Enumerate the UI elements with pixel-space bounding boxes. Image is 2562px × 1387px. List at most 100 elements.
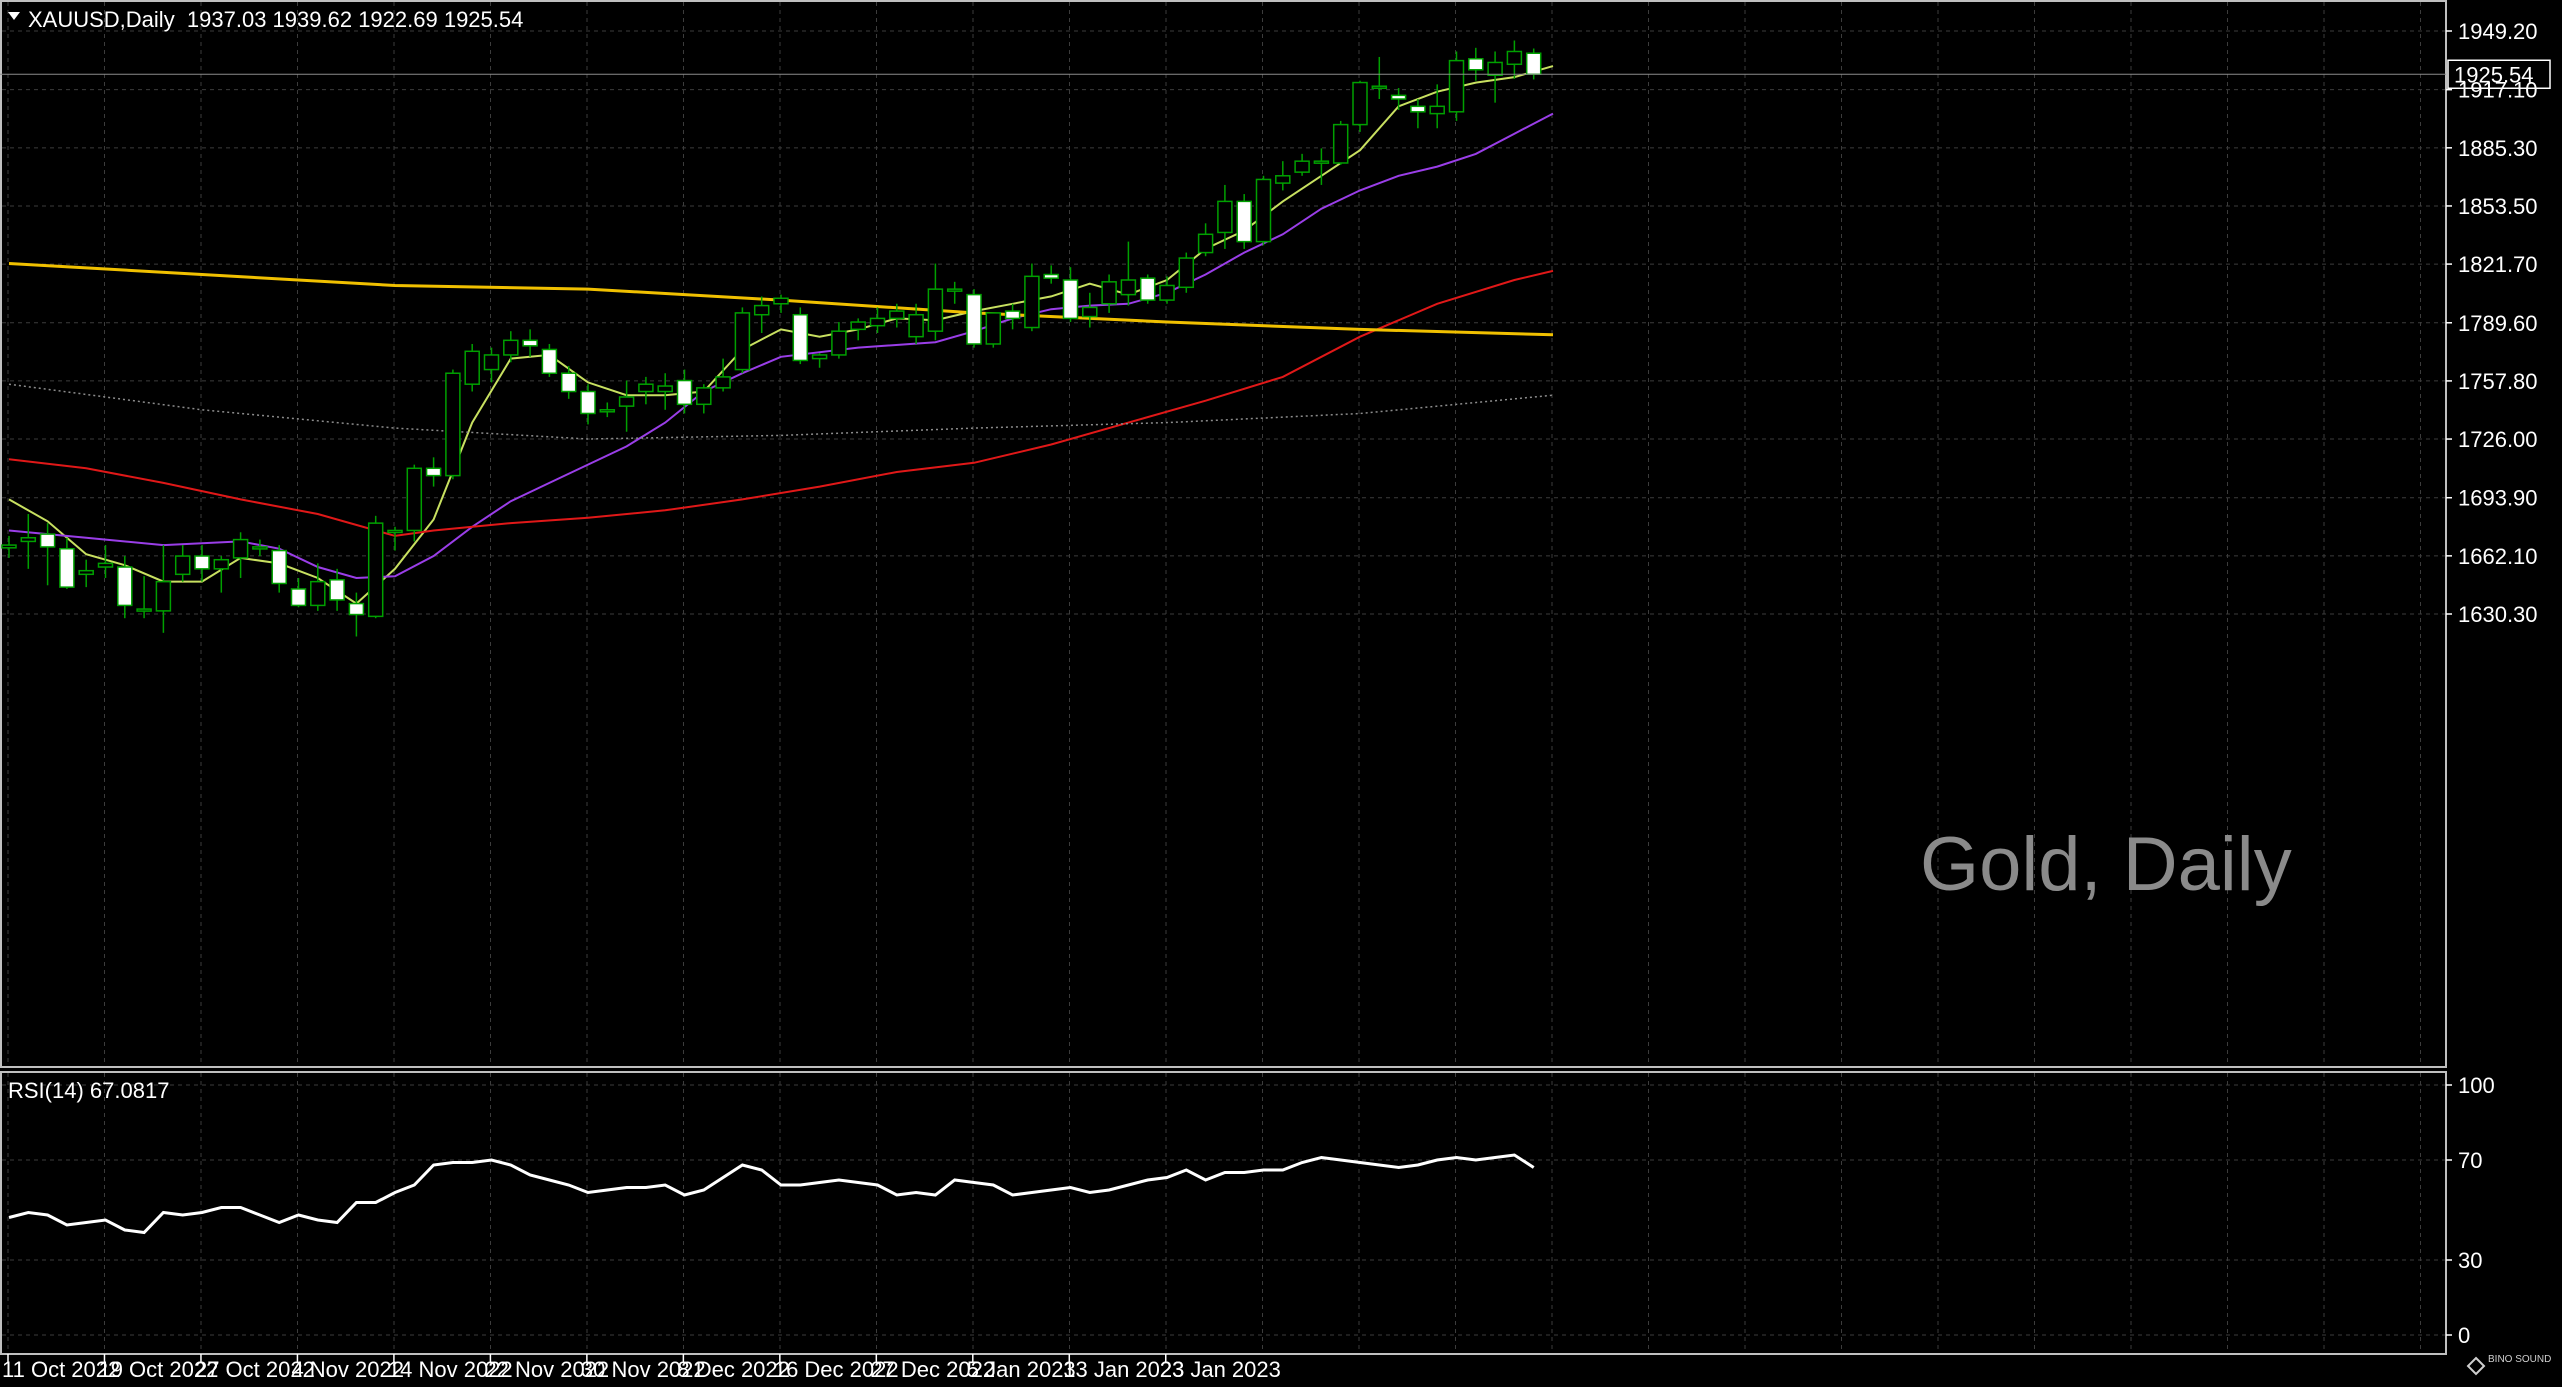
candle-body bbox=[1275, 175, 1291, 184]
candle-body bbox=[831, 330, 847, 356]
candle-body bbox=[155, 580, 172, 612]
candle-body bbox=[232, 538, 249, 559]
candle-body bbox=[271, 549, 287, 585]
candle-body bbox=[734, 312, 751, 371]
candle-body bbox=[1468, 58, 1484, 71]
candle-body bbox=[1448, 59, 1465, 113]
candle-body bbox=[927, 288, 944, 332]
candle-body bbox=[1332, 123, 1349, 164]
candle-body bbox=[1024, 275, 1040, 329]
x-tick-label: 22 Nov 2022 bbox=[484, 1357, 609, 1382]
last-price-box bbox=[2447, 59, 2551, 90]
candle-body bbox=[174, 555, 191, 576]
y-tick-label: 1789.60 bbox=[2458, 311, 2538, 336]
y-tick-label: 1757.80 bbox=[2458, 369, 2538, 394]
candle-body bbox=[522, 339, 538, 347]
candle-body bbox=[946, 288, 963, 292]
x-tick-label: 27 Dec 2022 bbox=[870, 1357, 995, 1382]
candle-body bbox=[908, 313, 924, 338]
candle-body bbox=[387, 529, 403, 534]
y-tick-label: 1693.90 bbox=[2458, 486, 2538, 511]
candle-body bbox=[503, 339, 519, 356]
price-axis: 1949.20 1917.10 1885.30 1853.50 1821.70 1789.… bbox=[2446, 19, 2538, 627]
candle-body bbox=[1313, 160, 1330, 164]
candle-body bbox=[117, 566, 133, 607]
candle-body bbox=[618, 396, 635, 407]
candle-body bbox=[1217, 200, 1233, 234]
x-tick-label: 14 Nov 2022 bbox=[388, 1357, 513, 1382]
y-tick-label: 1853.50 bbox=[2458, 194, 2538, 219]
candle-body bbox=[1082, 306, 1098, 318]
candle-body bbox=[811, 354, 828, 360]
brand-logo-text: BINO SOUND bbox=[2488, 1354, 2551, 1365]
candle-body bbox=[1, 544, 17, 549]
x-tick-label: 4 Nov 2022 bbox=[291, 1357, 404, 1382]
candle-body bbox=[966, 293, 982, 345]
candle-body bbox=[1004, 310, 1021, 320]
symbol-header: XAUUSD,Daily 1937.03 1939.62 1922.69 192… bbox=[28, 7, 523, 32]
y-tick-label: 1662.10 bbox=[2458, 544, 2538, 569]
candle-body bbox=[1410, 105, 1426, 113]
rsi-tick-label: 30 bbox=[2458, 1248, 2482, 1273]
candle-body bbox=[753, 304, 770, 316]
ma-line-ma_slow bbox=[8, 269, 1554, 537]
candle-body bbox=[1236, 200, 1252, 243]
candles bbox=[1, 40, 1542, 637]
candle-body bbox=[348, 602, 365, 616]
price-grid bbox=[2, 2, 2446, 1066]
candle-body bbox=[252, 546, 268, 550]
ma-line-ma_mid bbox=[8, 112, 1554, 580]
candle-body bbox=[850, 321, 866, 331]
rsi-series bbox=[8, 1153, 1535, 1235]
candle-body bbox=[1197, 233, 1214, 254]
candle-body bbox=[59, 547, 75, 588]
y-tick-label: 1726.00 bbox=[2458, 427, 2538, 452]
candle-body bbox=[425, 467, 442, 477]
candle-body bbox=[792, 313, 809, 362]
x-tick-label: 11 Oct 2022 bbox=[2, 1357, 120, 1382]
candle-body bbox=[676, 379, 693, 406]
y-tick-label: 1917.10 bbox=[2458, 78, 2538, 103]
x-tick-label: 23 Jan 2023 bbox=[1160, 1357, 1281, 1382]
candle-body bbox=[483, 354, 500, 371]
candle-body bbox=[194, 555, 210, 570]
candle-body bbox=[1159, 284, 1175, 301]
y-tick-label: 1885.30 bbox=[2458, 136, 2538, 161]
candle-body bbox=[1139, 277, 1156, 301]
last-price-label: 1925.54 bbox=[2454, 62, 2534, 87]
price-pane-frame bbox=[0, 0, 2447, 1068]
x-tick-label: 13 Jan 2023 bbox=[1063, 1357, 1184, 1382]
candle-body bbox=[715, 376, 731, 389]
x-tick-label: 30 Nov 2022 bbox=[581, 1357, 706, 1382]
candle-body bbox=[657, 385, 673, 393]
rsi-axis: 100 70 30 0 bbox=[2446, 1073, 2495, 1348]
rsi-line bbox=[8, 1153, 1535, 1235]
x-tick-label: 16 Dec 2022 bbox=[774, 1357, 899, 1382]
candle-body bbox=[580, 390, 596, 415]
rsi-tick-label: 100 bbox=[2458, 1073, 2495, 1098]
candle-body bbox=[1062, 279, 1079, 320]
x-tick-label: 19 Oct 2022 bbox=[98, 1357, 218, 1382]
candle-body bbox=[696, 387, 712, 406]
candle-body bbox=[1371, 85, 1388, 89]
candle-body bbox=[445, 372, 461, 477]
candle-body bbox=[541, 348, 558, 374]
rsi-grid bbox=[2, 1073, 2446, 1353]
candle-body bbox=[464, 350, 480, 385]
collapse-triangle-icon[interactable] bbox=[8, 12, 20, 20]
candle-body bbox=[329, 579, 345, 601]
candle-body bbox=[889, 310, 905, 320]
watermark: Gold, Daily bbox=[1920, 822, 2292, 907]
x-tick-label: 5 Jan 2023 bbox=[967, 1357, 1076, 1382]
candle-body bbox=[1487, 61, 1503, 76]
candle-body bbox=[78, 569, 94, 576]
candle-body bbox=[367, 522, 384, 618]
rsi-header: RSI(14) 67.0817 bbox=[8, 1078, 169, 1103]
y-tick-label: 1949.20 bbox=[2458, 19, 2538, 44]
candle-body bbox=[39, 533, 56, 548]
brand-logo-icon: BINO SOUND bbox=[2466, 1354, 2551, 1376]
x-tick-label: 8 Dec 2022 bbox=[677, 1357, 790, 1382]
candle-body bbox=[1294, 160, 1310, 173]
